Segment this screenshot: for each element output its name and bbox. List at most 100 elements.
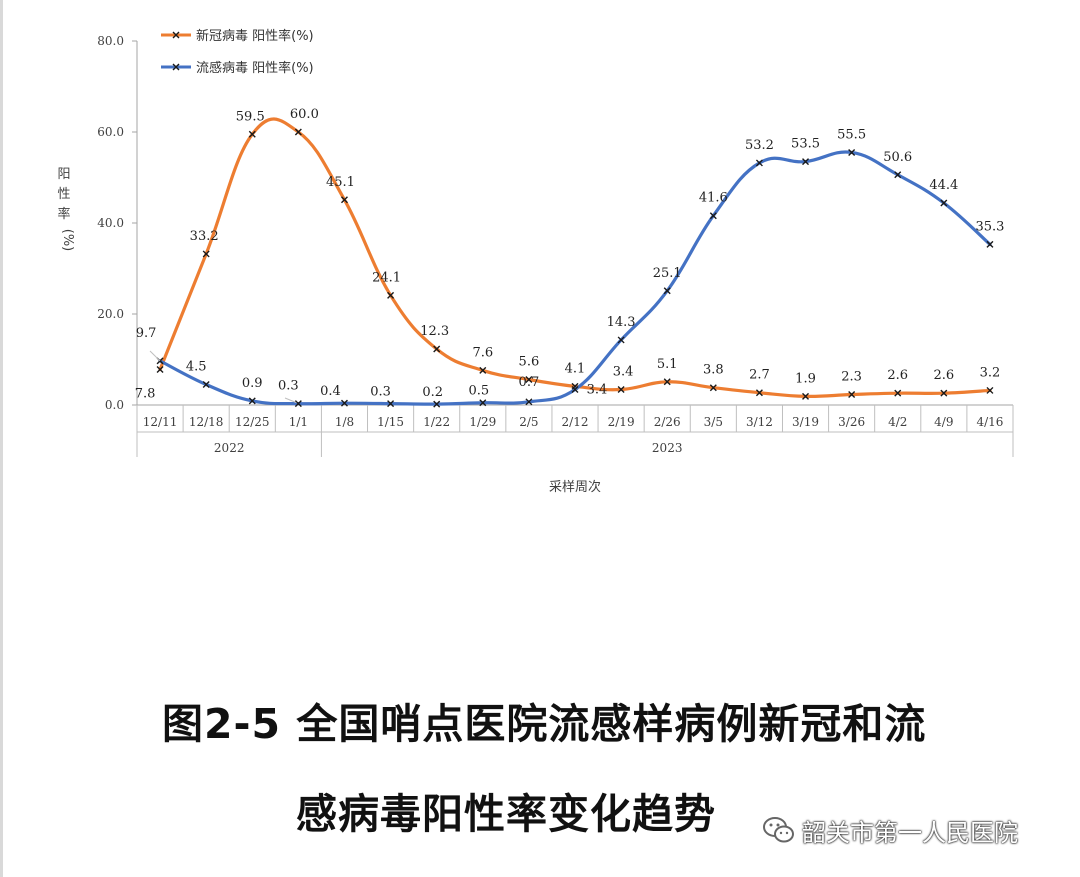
covid-data-point bbox=[156, 366, 164, 374]
y-axis-title-char: 率 bbox=[57, 206, 70, 222]
covid-data-label: 33.2 bbox=[190, 229, 219, 244]
x-tick-label: 2/26 bbox=[654, 415, 681, 429]
x-tick-label: 12/18 bbox=[189, 415, 224, 429]
x-tick-label: 2/12 bbox=[562, 415, 589, 429]
covid-data-point bbox=[940, 389, 948, 397]
flu-data-label: 9.7 bbox=[136, 326, 157, 341]
flu-data-point bbox=[525, 398, 533, 406]
covid-series-line bbox=[158, 117, 992, 399]
covid-data-label: 24.1 bbox=[372, 270, 401, 285]
covid-data-label: 2.7 bbox=[749, 368, 770, 383]
watermark: 韶关市第一人民医院 bbox=[762, 812, 1018, 848]
flu-data-point bbox=[940, 199, 948, 207]
flu-data-label: 25.1 bbox=[653, 266, 682, 281]
covid-data-label: 3.4 bbox=[613, 365, 634, 380]
covid-data-label: 60.0 bbox=[290, 107, 319, 122]
flu-data-label: 0.9 bbox=[242, 376, 263, 391]
flu-data-label: 0.5 bbox=[468, 384, 489, 399]
y-axis-title-char: 阳 bbox=[57, 167, 70, 182]
covid-data-point bbox=[709, 384, 717, 392]
covid-data-point bbox=[802, 392, 810, 400]
covid-data-point bbox=[433, 345, 441, 353]
y-tick-label: 0.0 bbox=[105, 398, 124, 412]
covid-data-label: 45.1 bbox=[326, 175, 355, 190]
flu-data-label: 4.5 bbox=[186, 360, 207, 375]
positive-rate-line-chart: 0.0 20.0 40.0 60.0 80.0 阳性率 (%) 12/11 12/18 12/25… bbox=[57, 28, 1014, 495]
flu-label-leader bbox=[284, 397, 297, 404]
x-tick-label: 1/29 bbox=[469, 415, 496, 429]
x-tick-label: 12/11 bbox=[143, 415, 178, 429]
covid-data-label: 59.5 bbox=[236, 109, 265, 124]
covid-data-point bbox=[755, 389, 763, 397]
flu-data-point bbox=[571, 386, 579, 394]
y-axis-title-unit: (%) bbox=[60, 229, 75, 252]
page-left-border bbox=[0, 0, 3, 877]
x-tick-label: 3/5 bbox=[704, 415, 723, 429]
covid-data-label: 3.2 bbox=[980, 365, 1001, 380]
covid-data-point bbox=[848, 391, 856, 399]
x-tick-label: 2/5 bbox=[519, 415, 538, 429]
flu-data-label: 0.2 bbox=[422, 385, 443, 400]
x-tick-label: 12/25 bbox=[235, 415, 270, 429]
flu-data-point bbox=[848, 148, 856, 156]
x-tick-label: 4/16 bbox=[976, 415, 1003, 429]
flu-data-label: 44.4 bbox=[929, 178, 958, 193]
caption-line-2: 感病毒阳性率变化趋势 bbox=[296, 790, 716, 838]
flu-data-label: 55.5 bbox=[837, 127, 866, 142]
x-tick-label: 2/19 bbox=[608, 415, 635, 429]
covid-data-label: 7.6 bbox=[472, 345, 493, 360]
covid-data-label: 4.1 bbox=[565, 361, 586, 376]
covid-legend-label: 新冠病毒 阳性率(%) bbox=[196, 28, 314, 44]
covid-data-label: 2.6 bbox=[887, 368, 908, 383]
x-tick-label: 1/8 bbox=[335, 415, 354, 429]
flu-data-point bbox=[387, 400, 395, 408]
x-tick-label: 3/26 bbox=[838, 415, 865, 429]
y-tick-label: 40.0 bbox=[97, 216, 124, 230]
flu-data-point bbox=[202, 381, 210, 389]
flu-data-label: 35.3 bbox=[975, 219, 1004, 234]
covid-data-point bbox=[525, 376, 533, 384]
covid-data-point bbox=[294, 128, 302, 136]
flu-data-point bbox=[755, 159, 763, 167]
flu-data-point bbox=[802, 158, 810, 166]
x-tick-label: 1/15 bbox=[377, 415, 404, 429]
y-tick-label: 20.0 bbox=[97, 307, 124, 321]
y-axis-title-char: 性 bbox=[57, 187, 70, 202]
covid-data-point bbox=[248, 130, 256, 138]
flu-data-label: 3.4 bbox=[587, 383, 608, 398]
flu-data-label: 0.4 bbox=[320, 384, 341, 399]
flu-data-point bbox=[986, 240, 994, 248]
covid-data-point bbox=[479, 366, 487, 374]
flu-data-point bbox=[894, 171, 902, 179]
flu-data-label: 0.3 bbox=[370, 385, 391, 400]
covid-data-point bbox=[894, 389, 902, 397]
flu-data-label: 0.3 bbox=[278, 379, 299, 394]
x-tick-label: 1/1 bbox=[289, 415, 308, 429]
flu-label-leader bbox=[149, 350, 161, 362]
watermark-text: 韶关市第一人民医院 bbox=[802, 818, 1018, 847]
covid-data-point bbox=[986, 386, 994, 394]
flu-legend-label: 流感病毒 阳性率(%) bbox=[196, 60, 314, 76]
flu-data-point bbox=[433, 400, 441, 408]
covid-data-label: 5.6 bbox=[519, 355, 540, 370]
covid-data-label: 3.8 bbox=[703, 363, 724, 378]
y-tick-label: 60.0 bbox=[97, 125, 124, 139]
covid-legend-marker bbox=[172, 31, 180, 39]
covid-data-point bbox=[617, 386, 625, 394]
y-tick-label: 80.0 bbox=[97, 34, 124, 48]
flu-data-label: 50.6 bbox=[883, 150, 912, 165]
flu-data-point bbox=[479, 399, 487, 407]
covid-data-label: 2.6 bbox=[933, 368, 954, 383]
flu-data-point bbox=[294, 400, 302, 408]
flu-data-point bbox=[340, 399, 348, 407]
covid-data-label: 7.8 bbox=[135, 387, 156, 402]
flu-data-point bbox=[248, 397, 256, 405]
x-tick-label: 3/12 bbox=[746, 415, 773, 429]
x-tick-label: 3/19 bbox=[792, 415, 819, 429]
wechat-icon bbox=[763, 817, 794, 843]
covid-data-label: 2.3 bbox=[841, 370, 862, 385]
year-group-label: 2022 bbox=[214, 441, 245, 455]
caption-line-1: 图2-5 全国哨点医院流感样病例新冠和流 bbox=[162, 700, 927, 748]
covid-data-label: 5.1 bbox=[657, 357, 678, 372]
flu-data-label: 14.3 bbox=[607, 315, 636, 330]
